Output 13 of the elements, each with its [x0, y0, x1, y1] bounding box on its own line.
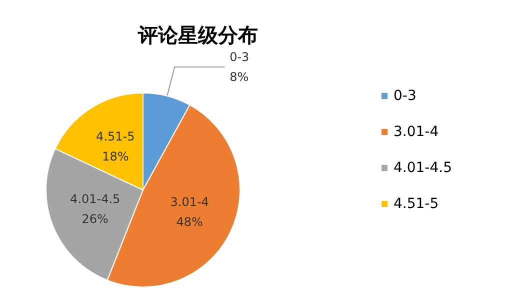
slice-label: 0-3 [230, 50, 250, 64]
chart-title: 评论星级分布 [137, 23, 258, 47]
slice-label: 3.01-4 [170, 194, 209, 209]
slice-label: 4.51-5 [96, 130, 135, 144]
data-label: 26% [82, 212, 108, 226]
data-label: 8% [230, 70, 249, 84]
legend-label: 0-3 [394, 88, 416, 104]
legend-label: 4.01-4.5 [394, 160, 452, 176]
slice-label: 4.01-4.5 [70, 192, 120, 206]
data-label: 18% [102, 150, 129, 164]
legend-label: 3.01-4 [394, 124, 439, 140]
legend-label: 4.51-5 [394, 196, 439, 212]
data-label: 48% [176, 214, 203, 229]
